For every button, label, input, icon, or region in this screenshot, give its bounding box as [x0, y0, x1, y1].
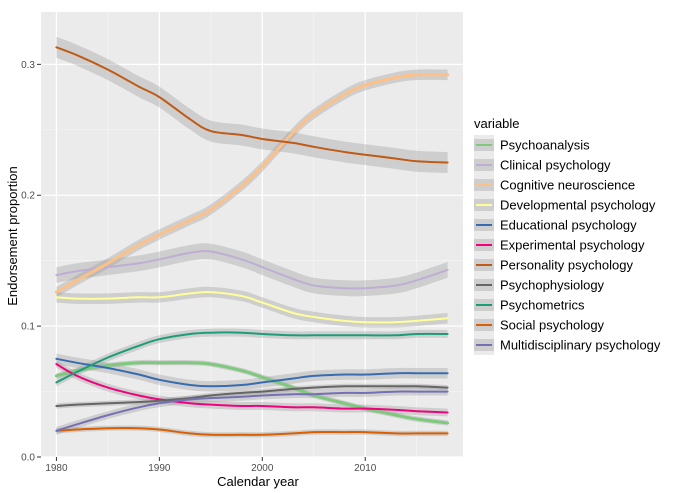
- legend-label: Clinical psychology: [500, 158, 611, 173]
- confidence-band: [56, 383, 448, 409]
- legend-label: Educational psychology: [500, 218, 637, 233]
- y-axis: 0.0 0.1 0.2 0.3: [21, 60, 41, 464]
- legend-title: variable: [474, 116, 520, 131]
- y-axis-label: Endorsement proportion: [5, 166, 20, 305]
- series-line: [55, 291, 449, 324]
- series-line: [55, 363, 449, 414]
- confidence-band: [56, 360, 448, 417]
- confidence-band: [56, 243, 448, 297]
- y-tick-label: 0.3: [21, 60, 35, 71]
- x-axis: 1980 1990 2000 2010: [45, 457, 377, 474]
- legend-label: Experimental psychology: [500, 238, 645, 253]
- legend: variable Psychoanalysis Clinical psycholo…: [474, 116, 661, 355]
- legend-label: Multidisciplinary psychology: [500, 338, 661, 353]
- series-line: [55, 46, 449, 164]
- y-tick-label: 0.0: [21, 453, 35, 464]
- legend-label: Psychophysiology: [500, 278, 605, 293]
- series-line: [55, 385, 449, 407]
- y-tick-label: 0.1: [21, 322, 35, 333]
- series-line: [55, 390, 449, 432]
- series-line: [55, 250, 449, 290]
- x-tick-label: 2010: [354, 463, 377, 474]
- series-line: [54, 361, 450, 425]
- series-lines: [54, 46, 450, 436]
- legend-label: Personality psychology: [500, 258, 633, 273]
- legend-label: Cognitive neuroscience: [500, 178, 635, 193]
- legend-items: Psychoanalysis Clinical psychology Cogniti…: [474, 135, 661, 355]
- confidence-band: [56, 69, 448, 298]
- y-tick-label: 0.2: [21, 191, 35, 202]
- legend-label: Developmental psychology: [500, 198, 656, 213]
- series-line: [55, 331, 449, 384]
- x-tick-label: 2000: [251, 463, 274, 474]
- confidence-band: [56, 328, 448, 387]
- legend-label: Psychometrics: [500, 298, 585, 313]
- confidence-band: [56, 353, 448, 392]
- plot-background: [41, 12, 463, 457]
- x-tick-label: 1990: [148, 463, 171, 474]
- x-axis-label: Calendar year: [217, 474, 299, 489]
- legend-label: Psychoanalysis: [500, 138, 590, 153]
- series-line: [55, 357, 449, 388]
- legend-label: Social psychology: [500, 318, 605, 333]
- series-line: [55, 427, 449, 436]
- plot-panel: [41, 12, 463, 458]
- series-line: [54, 73, 450, 294]
- x-tick-label: 1980: [45, 463, 68, 474]
